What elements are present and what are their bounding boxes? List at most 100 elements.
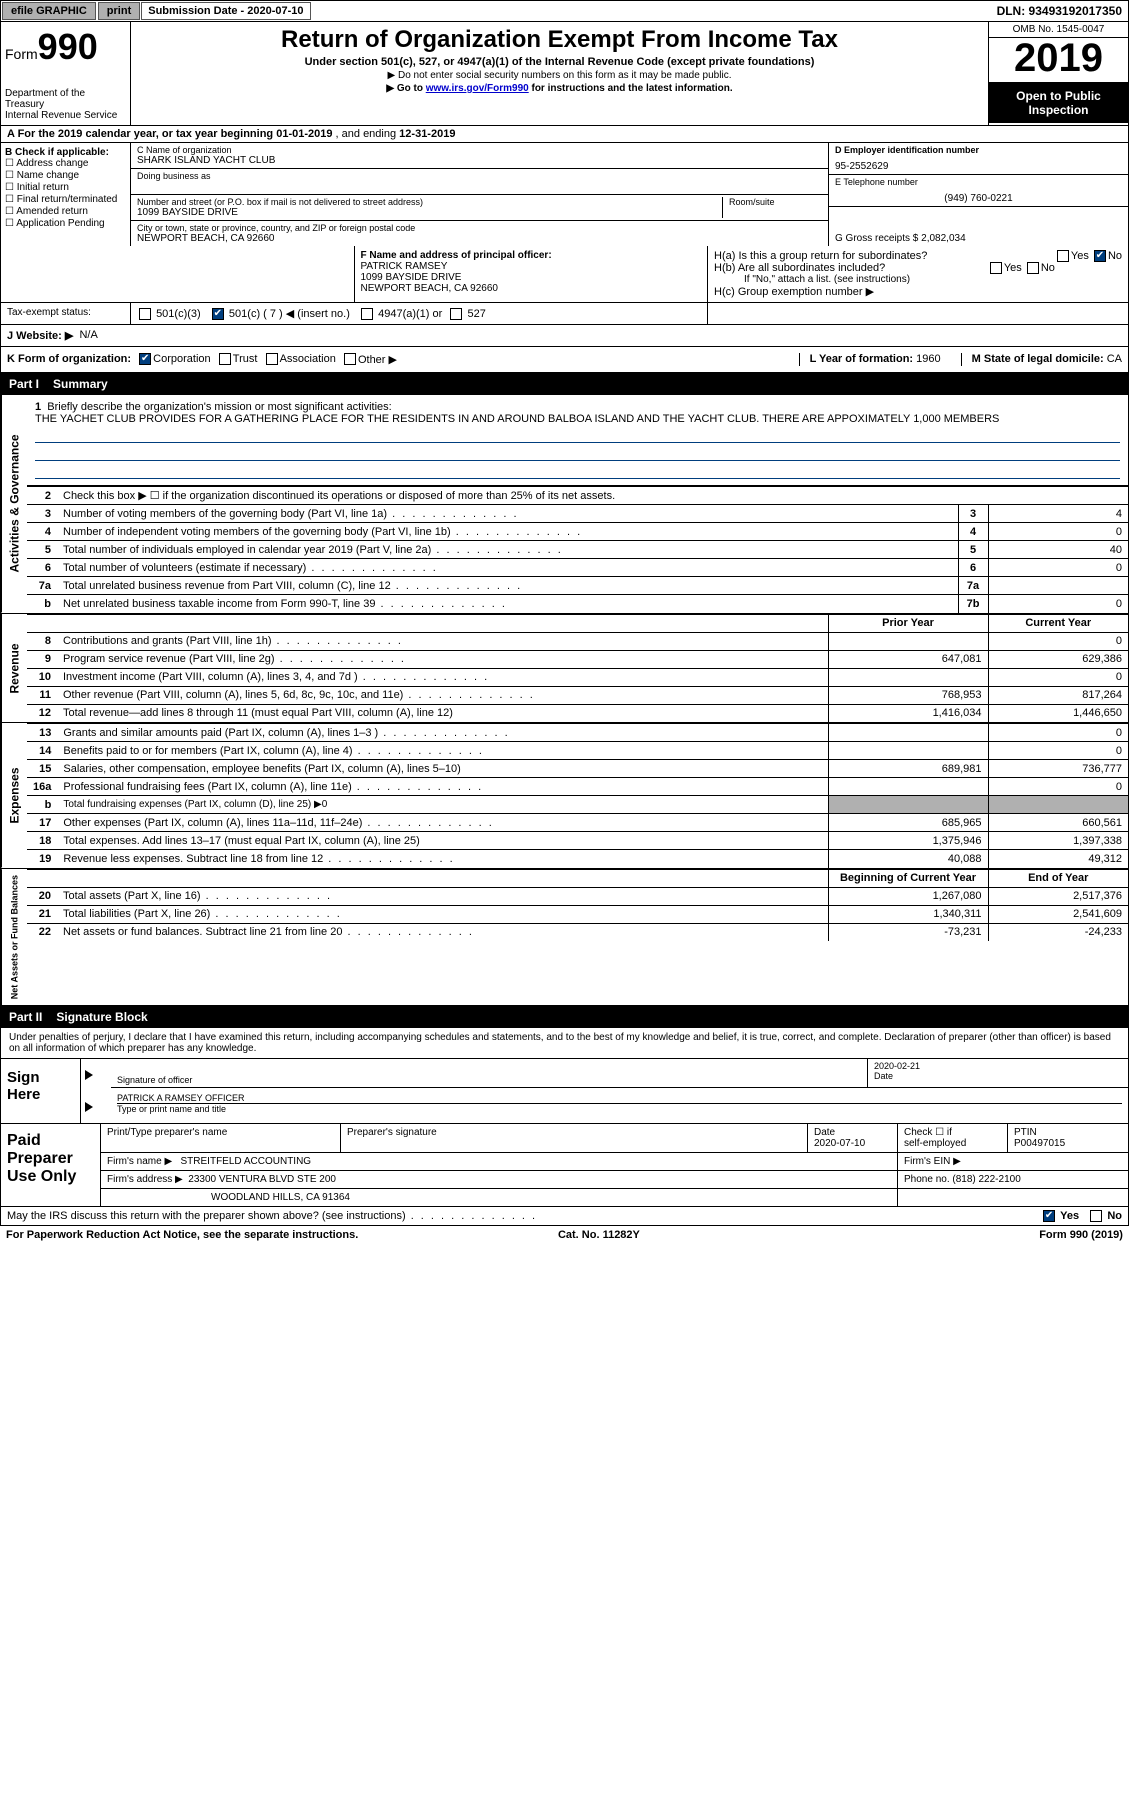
- row-a-text-b: , and ending: [336, 128, 400, 140]
- org-name-label: C Name of organization: [137, 145, 822, 155]
- dln: DLN: 93493192017350: [997, 4, 1128, 18]
- print-button[interactable]: print: [98, 2, 140, 20]
- row-principal: F Name and address of principal officer:…: [0, 246, 1129, 303]
- org-name: SHARK ISLAND YACHT CLUB: [137, 155, 822, 166]
- subtitle-1: Under section 501(c), 527, or 4947(a)(1)…: [139, 56, 980, 68]
- room-label: Room/suite: [729, 197, 822, 207]
- line-12: Total revenue—add lines 8 through 11 (mu…: [57, 704, 828, 722]
- arrow-icon: [85, 1102, 93, 1112]
- addr-label: Number and street (or P.O. box if mail i…: [137, 197, 722, 207]
- principal-addr1: 1099 BAYSIDE DRIVE: [361, 272, 462, 283]
- cb-initial-return[interactable]: Initial return: [17, 182, 69, 193]
- hb-no[interactable]: [1027, 262, 1039, 274]
- line-3: Number of voting members of the governin…: [57, 505, 958, 523]
- sig-officer-label: Signature of officer: [117, 1075, 861, 1085]
- cb-address-change[interactable]: Address change: [16, 158, 88, 169]
- hb-note: If "No," attach a list. (see instruction…: [714, 274, 1122, 285]
- governance-block: Activities & Governance 1 Briefly descri…: [0, 395, 1129, 614]
- row-a-text-a: A For the 2019 calendar year, or tax yea…: [7, 128, 276, 140]
- block-bcd: B Check if applicable: ☐ Address change …: [0, 143, 1129, 246]
- tax-year-end: 12-31-2019: [399, 128, 455, 140]
- row-k: K Form of organization: Corporation Trus…: [0, 347, 1129, 373]
- line-6: Total number of volunteers (estimate if …: [57, 559, 958, 577]
- revenue-vlabel: Revenue: [1, 614, 27, 723]
- line-5: Total number of individuals employed in …: [57, 541, 958, 559]
- state-domicile: CA: [1107, 353, 1122, 365]
- val-7a: [988, 577, 1128, 595]
- ha-yes[interactable]: [1057, 250, 1069, 262]
- hb-yes[interactable]: [990, 262, 1002, 274]
- revenue-block: Revenue Prior YearCurrent Year 8Contribu…: [0, 614, 1129, 724]
- efile-button[interactable]: efile GRAPHIC: [2, 2, 96, 20]
- header-center: Return of Organization Exempt From Incom…: [131, 22, 988, 125]
- irs-label: Internal Revenue Service: [5, 110, 126, 121]
- section-h: H(a) Is this a group return for subordin…: [708, 246, 1128, 302]
- gross-label: G Gross receipts $: [835, 233, 921, 244]
- submission-date: Submission Date - 2020-07-10: [141, 2, 310, 20]
- line-18: Total expenses. Add lines 13–17 (must eq…: [57, 832, 828, 850]
- cb-527[interactable]: [450, 308, 462, 320]
- form-word: Form: [5, 46, 38, 62]
- line-8: Contributions and grants (Part VIII, lin…: [57, 632, 828, 650]
- part-ii-header: Part II Signature Block: [0, 1006, 1129, 1028]
- line-4: Number of independent voting members of …: [57, 523, 958, 541]
- principal-name: PATRICK RAMSEY: [361, 261, 448, 272]
- part-i-num: Part I: [9, 377, 39, 391]
- page-footer: For Paperwork Reduction Act Notice, see …: [0, 1226, 1129, 1244]
- firm-name: STREITFELD ACCOUNTING: [181, 1156, 312, 1167]
- sign-here-label: Sign Here: [1, 1059, 81, 1123]
- cb-501c[interactable]: [212, 308, 224, 320]
- line-9: Program service revenue (Part VIII, line…: [57, 650, 828, 668]
- subtitle-3b: for instructions and the latest informat…: [529, 83, 733, 94]
- cb-final-return[interactable]: Final return/terminated: [17, 194, 118, 205]
- expenses-block: Expenses 13Grants and similar amounts pa…: [0, 723, 1129, 869]
- officer-name: PATRICK A RAMSEY OFFICER: [117, 1093, 1122, 1103]
- expenses-table: 13Grants and similar amounts paid (Part …: [27, 723, 1128, 868]
- tax-status-label: Tax-exempt status:: [1, 303, 131, 324]
- expenses-vlabel: Expenses: [1, 723, 27, 868]
- cat-no: Cat. No. 11282Y: [558, 1229, 640, 1241]
- governance-vlabel: Activities & Governance: [1, 395, 27, 613]
- officer-name-label: Type or print name and title: [117, 1103, 1122, 1114]
- part-i-title: Summary: [53, 377, 108, 391]
- subtitle-3a: ▶ Go to: [386, 83, 425, 94]
- k-label: K Form of organization:: [7, 353, 131, 366]
- cb-corporation[interactable]: [139, 353, 151, 365]
- principal-addr2: NEWPORT BEACH, CA 92660: [361, 283, 498, 294]
- cb-association[interactable]: [266, 353, 278, 365]
- cb-other[interactable]: [344, 353, 356, 365]
- paid-preparer-label: Paid Preparer Use Only: [1, 1124, 101, 1206]
- m-label: M State of legal domicile:: [972, 353, 1107, 365]
- website-value: N/A: [79, 329, 97, 342]
- header-right: OMB No. 1545-0047 2019 Open to Public In…: [988, 22, 1128, 125]
- self-employed-b: self-employed: [904, 1138, 966, 1149]
- discuss-question: May the IRS discuss this return with the…: [7, 1210, 537, 1222]
- cb-amended-return[interactable]: Amended return: [16, 206, 88, 217]
- firm-addr-label: Firm's address ▶: [107, 1174, 183, 1185]
- form990-link[interactable]: www.irs.gov/Form990: [426, 83, 529, 94]
- line-7a: Total unrelated business revenue from Pa…: [57, 577, 958, 595]
- line-19: Revenue less expenses. Subtract line 18 …: [57, 850, 828, 868]
- begin-year-hdr: Beginning of Current Year: [828, 869, 988, 887]
- city-state-zip: NEWPORT BEACH, CA 92660: [137, 233, 822, 244]
- line-15: Salaries, other compensation, employee b…: [57, 760, 828, 778]
- discuss-yes[interactable]: [1043, 1210, 1055, 1222]
- cb-501c3[interactable]: [139, 308, 151, 320]
- row-tax-exempt: Tax-exempt status: 501(c)(3) 501(c) ( 7 …: [0, 303, 1129, 324]
- form-header: Form990 Department of the Treasury Inter…: [0, 22, 1129, 126]
- ha-label: H(a) Is this a group return for subordin…: [714, 250, 927, 262]
- signature-section: Under penalties of perjury, I declare th…: [0, 1028, 1129, 1124]
- tel-value: (949) 760-0221: [835, 193, 1122, 204]
- part-ii-title: Signature Block: [56, 1010, 147, 1024]
- cb-4947[interactable]: [361, 308, 373, 320]
- ein-label: D Employer identification number: [835, 145, 1122, 155]
- cb-trust[interactable]: [219, 353, 231, 365]
- form-number: 990: [38, 26, 98, 67]
- discuss-no[interactable]: [1090, 1210, 1102, 1222]
- cb-name-change[interactable]: Name change: [17, 170, 79, 181]
- principal-label: F Name and address of principal officer:: [361, 250, 552, 261]
- sig-date-label: Date: [874, 1071, 1122, 1081]
- mission-section: 1 Briefly describe the organization's mi…: [27, 395, 1128, 486]
- ha-no[interactable]: [1094, 250, 1106, 262]
- cb-application-pending[interactable]: Application Pending: [16, 218, 104, 229]
